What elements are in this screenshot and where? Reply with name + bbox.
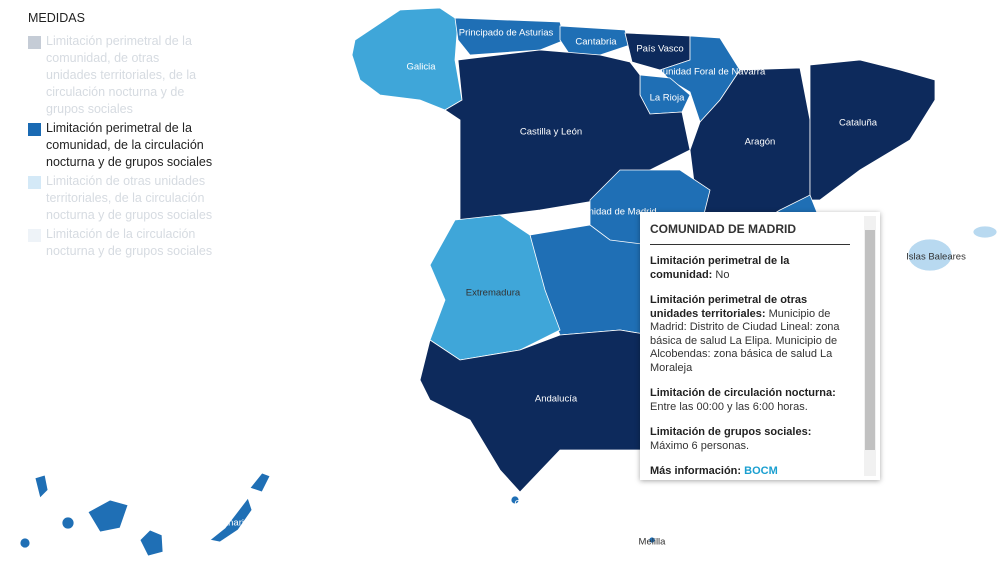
region[interactable] [648,536,656,544]
region-label: Comunidad de Madrid [563,207,656,218]
region-label: Ceuta [514,499,540,510]
region-label: Cataluña [839,118,878,129]
region-label: Andalucía [535,394,578,405]
region[interactable] [907,238,953,272]
region[interactable] [510,495,520,505]
tooltip-section: Limitación perimetral de la comunidad: N… [650,255,850,282]
canary-islands[interactable] [19,472,271,557]
section-text: Máximo 6 personas. [650,439,750,452]
section-label: Limitación de grupos sociales: [650,426,812,438]
region[interactable] [972,225,998,239]
region[interactable] [809,59,936,201]
section-text: No [715,268,730,281]
tooltip-title: COMUNIDAD DE MADRID [650,222,850,245]
tooltip-section: Limitación de grupos sociales: Máximo 6 p… [650,426,850,453]
region-label: Extremadura [466,288,521,299]
link[interactable]: BOCM [744,465,778,477]
region-label: Galicia [406,62,436,73]
tooltip-section: Más información: BOCM [650,465,850,479]
legend-text: Limitación de la circulación nocturna y … [46,227,213,258]
section-label: Limitación de circulación nocturna: [650,387,836,399]
scrollbar[interactable] [864,216,876,476]
region-label: Canarias [216,518,254,529]
region-label: País Vasco [636,44,683,55]
section-label: Más información: [650,465,742,477]
region-label: Castilla y León [520,127,582,138]
section-text: Municipio de Madrid: Distrito de Ciudad … [650,307,840,374]
legend-text: Limitación de otras unidades territorial… [46,174,213,222]
tooltip-section: Limitación perimetral de otras unidades … [650,294,850,375]
scrollbar-thumb[interactable] [865,230,875,450]
section-label: Limitación perimetral de otras unidades … [650,294,808,320]
region[interactable] [659,35,741,123]
legend-title: MEDIDAS [28,11,85,25]
legend-item[interactable]: Limitación de la circulación nocturna y … [28,226,213,260]
legend-item[interactable]: Limitación perimetral de la comunidad, d… [28,120,213,171]
legend-text: Limitación perimetral de la comunidad, d… [46,121,213,169]
legend: MEDIDAS Limitación perimetral de la comu… [28,10,213,262]
tooltip-section: Limitación de circulación nocturna: Entre… [650,387,850,414]
region-label: Principado de Asturias [459,28,554,39]
region[interactable] [351,7,463,111]
legend-item[interactable]: Limitación de otras unidades territorial… [28,173,213,224]
legend-text: Limitación perimetral de la comunidad, d… [46,34,197,116]
legend-item[interactable]: Limitación perimetral de la comunidad, d… [28,33,213,118]
region-label: La Rioja [650,93,686,104]
region-label: Melilla [639,537,667,548]
region-label: Cantabria [575,37,617,48]
section-text: Entre las 00:00 y las 6:00 horas. [650,400,808,413]
section-label: Limitación perimetral de la comunidad: [650,255,790,281]
region-label: Comunidad Foral de Navarra [643,67,766,78]
region-label: Islas Baleares [906,252,966,263]
region-label: Aragón [745,137,776,148]
tooltip: COMUNIDAD DE MADRID Limitación perimetra… [640,212,880,480]
